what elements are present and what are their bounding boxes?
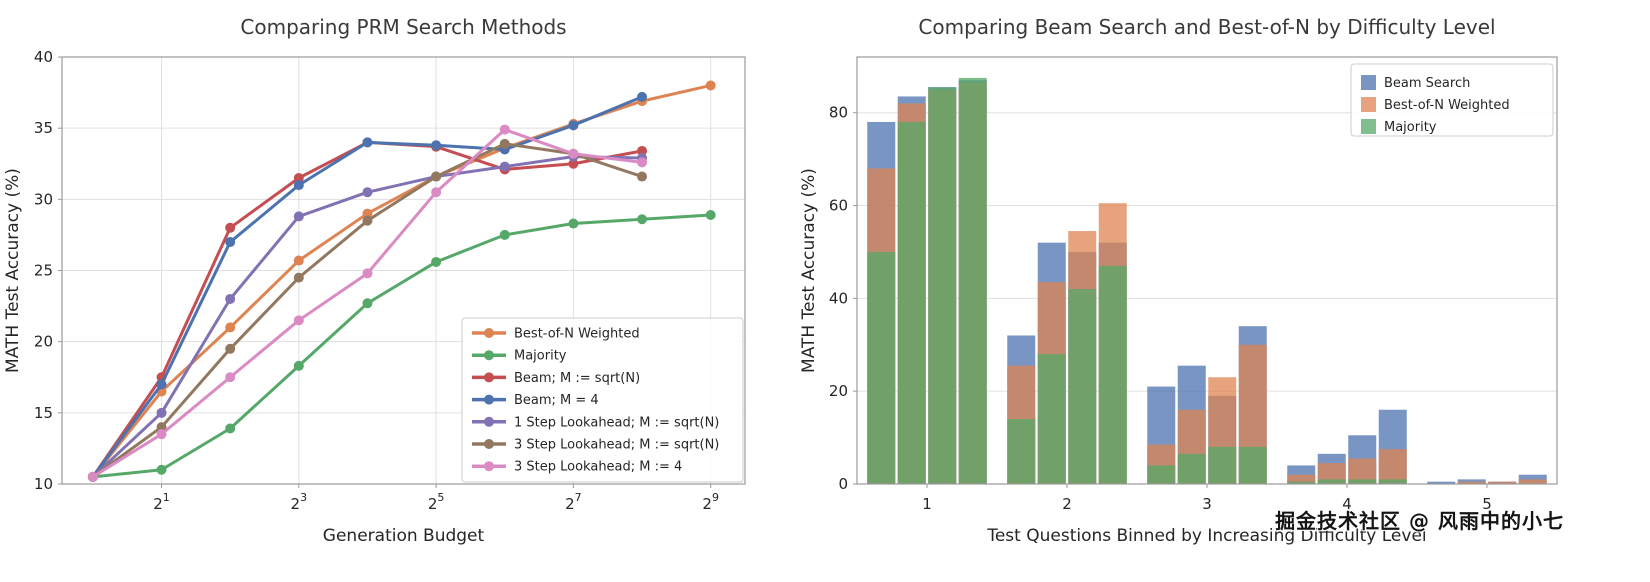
bars bbox=[867, 77, 1547, 485]
legend: Best-of-N Weighted Majority Beam; M := sqr… bbox=[461, 317, 744, 483]
bar-majority bbox=[1378, 479, 1407, 484]
svg-text:30: 30 bbox=[34, 190, 53, 208]
line-series-6 bbox=[87, 124, 648, 482]
legend-item-label: Majority bbox=[1384, 120, 1437, 135]
svg-text:20: 20 bbox=[829, 382, 848, 400]
bar-beam-search bbox=[1427, 481, 1456, 484]
svg-text:35: 35 bbox=[34, 119, 53, 137]
bar-majority bbox=[928, 87, 957, 484]
bar-majority bbox=[867, 251, 896, 484]
legend-item-label: Beam Search bbox=[1384, 76, 1470, 91]
svg-text:40: 40 bbox=[829, 289, 848, 307]
svg-text:60: 60 bbox=[829, 197, 848, 215]
svg-text:21: 21 bbox=[153, 491, 170, 513]
bar-best-of-n-weighted bbox=[1518, 479, 1547, 484]
y-axis-label: MATH Test Accuracy (%) bbox=[3, 168, 23, 373]
legend: Beam Search Best-of-N Weighted Majority bbox=[1350, 63, 1554, 137]
bar-best-of-n-weighted bbox=[1287, 474, 1316, 484]
bar-majority bbox=[958, 77, 987, 485]
bar-majority bbox=[1177, 453, 1206, 484]
prm-search-line-chart: 10 15 20 25 30 35 40 21 23 25 27 29 Comparing PRM Se… bbox=[3, 15, 746, 546]
bar-majority bbox=[1317, 479, 1346, 484]
bar-majority bbox=[1007, 419, 1036, 484]
tick-labels: 10 15 20 25 30 35 40 21 23 25 27 29 bbox=[34, 48, 719, 513]
bar-majority bbox=[1068, 289, 1097, 484]
svg-text:15: 15 bbox=[34, 404, 53, 422]
legend-item-label: 3 Step Lookahead; M := sqrt(N) bbox=[514, 438, 719, 453]
legend-item-label: Best-of-N Weighted bbox=[1384, 98, 1510, 113]
x-axis-label: Generation Budget bbox=[323, 526, 485, 546]
bar-majority bbox=[1238, 446, 1267, 484]
legend-item-label: 3 Step Lookahead; M := 4 bbox=[514, 460, 682, 475]
bar-majority bbox=[1208, 446, 1237, 484]
svg-text:4: 4 bbox=[1342, 495, 1352, 513]
svg-text:23: 23 bbox=[291, 491, 308, 513]
bar-best-of-n-weighted bbox=[1317, 463, 1346, 484]
svg-text:80: 80 bbox=[829, 104, 848, 122]
svg-text:5: 5 bbox=[1482, 495, 1492, 513]
svg-text:2: 2 bbox=[1062, 495, 1072, 513]
svg-text:29: 29 bbox=[702, 491, 719, 513]
svg-text:27: 27 bbox=[565, 491, 582, 513]
bar-majority bbox=[1147, 465, 1176, 484]
tick-labels: 0 20 40 60 80 1 2 3 4 5 bbox=[829, 104, 1492, 513]
bar-majority bbox=[1037, 354, 1066, 484]
bar-majority bbox=[1348, 479, 1377, 484]
svg-text:0: 0 bbox=[838, 475, 848, 493]
legend-item-label: 1 Step Lookahead; M := sqrt(N) bbox=[514, 415, 719, 430]
svg-text:20: 20 bbox=[34, 333, 53, 351]
bar-best-of-n-weighted bbox=[1378, 449, 1407, 484]
chart-title: Comparing Beam Search and Best-of-N by D… bbox=[918, 15, 1495, 39]
legend-item-label: Beam; M := sqrt(N) bbox=[514, 371, 640, 386]
legend-item-label: Best-of-N Weighted bbox=[514, 327, 640, 342]
svg-text:25: 25 bbox=[428, 491, 445, 513]
svg-text:25: 25 bbox=[34, 262, 53, 280]
y-axis-label: MATH Test Accuracy (%) bbox=[800, 168, 819, 373]
bar-best-of-n-weighted bbox=[1488, 481, 1517, 484]
bar-best-of-n-weighted bbox=[1457, 481, 1486, 484]
svg-text:1: 1 bbox=[922, 495, 932, 513]
svg-text:40: 40 bbox=[34, 48, 53, 66]
bar-majority bbox=[1287, 481, 1316, 484]
chart-title: Comparing PRM Search Methods bbox=[240, 15, 566, 39]
bar-majority bbox=[897, 121, 926, 484]
svg-text:10: 10 bbox=[34, 475, 53, 493]
difficulty-bar-chart: 0 20 40 60 80 1 2 3 4 5 Comparing Beam Search and … bbox=[800, 15, 1558, 546]
bar-majority bbox=[1098, 265, 1127, 484]
svg-text:3: 3 bbox=[1202, 495, 1212, 513]
legend-item-label: Beam; M = 4 bbox=[514, 393, 599, 408]
legend-item-label: Majority bbox=[514, 349, 567, 364]
x-axis-label: Test Questions Binned by Increasing Diff… bbox=[986, 526, 1426, 546]
watermark-text: 掘金技术社区 @ 风雨中的小七 bbox=[1275, 509, 1564, 533]
